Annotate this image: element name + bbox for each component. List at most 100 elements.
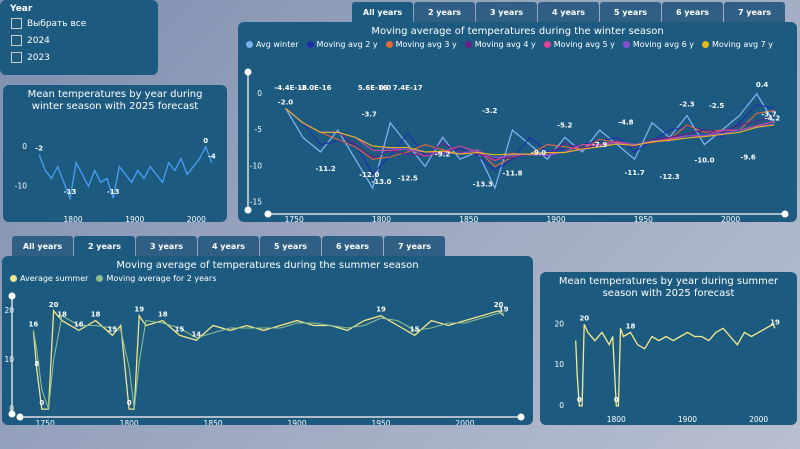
data-label: -13.3 xyxy=(473,180,493,188)
legend-item: Moving avg 3 y xyxy=(385,40,457,49)
tab[interactable]: 2 years xyxy=(414,2,475,22)
x-tick-label: 1800 xyxy=(372,215,391,222)
legend: Avg winter Moving avg 2 y Moving avg 3 y Mo… xyxy=(238,38,797,51)
summer-small-panel: Mean temperatures by year during summer … xyxy=(540,272,797,425)
data-label: -4 xyxy=(208,153,216,161)
tab[interactable]: 2 years xyxy=(74,236,135,256)
legend-swatch xyxy=(385,41,393,48)
legend-label: Avg winter xyxy=(256,40,299,49)
y-tick-label: 10 xyxy=(554,360,564,369)
x-tick-label: 1750 xyxy=(285,215,304,222)
series-line xyxy=(32,309,505,410)
slider-handle[interactable] xyxy=(244,68,252,76)
data-label: -13 xyxy=(107,188,120,196)
data-label: -4.8 xyxy=(618,119,633,127)
legend-item: Avg winter xyxy=(246,40,299,49)
series-line xyxy=(285,107,775,162)
data-label: -3.7 xyxy=(362,111,377,119)
data-label: 15 xyxy=(107,325,117,333)
data-label: 0 xyxy=(203,137,208,145)
legend-label: Moving avg 7 y xyxy=(711,40,774,49)
legend-label: Moving avg 3 y xyxy=(395,40,457,49)
data-label: 0 xyxy=(614,396,619,404)
data-label: -2 xyxy=(35,145,43,153)
x-tick-label: 1900 xyxy=(547,215,566,222)
summer-tabs: All years 2 years 3 years 4 years 5 years 6 y… xyxy=(12,236,445,256)
y-tick-label: 20 xyxy=(554,319,564,328)
slider-handle[interactable] xyxy=(781,210,789,218)
x-tick-label: 1900 xyxy=(678,415,697,424)
x-tick-label: 1950 xyxy=(634,215,653,222)
y-tick-label: 0 xyxy=(257,89,262,98)
option-label: Выбрать все xyxy=(27,18,87,29)
series-line xyxy=(38,145,213,201)
tab[interactable]: 6 years xyxy=(322,236,383,256)
slicer-option[interactable]: 2024 xyxy=(11,35,158,46)
data-label: 16 xyxy=(29,320,39,328)
slider-handle[interactable] xyxy=(16,413,24,421)
tab[interactable]: 3 years xyxy=(136,236,197,256)
legend-item: Moving avg 2 y xyxy=(306,40,378,49)
tab[interactable]: 3 years xyxy=(476,2,537,22)
data-label: -9.0 xyxy=(531,149,546,157)
data-label: -3.2 xyxy=(482,107,497,115)
x-tick-label: 1850 xyxy=(459,215,478,222)
data-label: 18 xyxy=(158,311,168,319)
legend-swatch xyxy=(464,41,472,48)
plot: 0 10 20 1750 1800 1850 1900 1950 2000 16 8 0 20 18 16 1… xyxy=(4,292,525,425)
tab[interactable]: All years xyxy=(352,2,413,22)
data-label: 14 xyxy=(191,330,201,338)
x-tick-label: 1800 xyxy=(64,215,83,222)
tab[interactable]: 6 years xyxy=(662,2,723,22)
data-label: -5.2 xyxy=(557,122,572,130)
legend-swatch xyxy=(306,41,314,48)
tab[interactable]: 7 years xyxy=(384,236,445,256)
tab[interactable]: 4 years xyxy=(198,236,259,256)
chart-title: Mean temperatures by year during winter … xyxy=(27,89,203,112)
y-tick-label: 0 xyxy=(559,401,564,410)
tab[interactable]: 4 years xyxy=(538,2,599,22)
data-label: -9.6 xyxy=(740,154,755,162)
data-label: 16 xyxy=(74,320,84,328)
data-label: -12.0 xyxy=(359,171,379,179)
tab[interactable]: 7 years xyxy=(724,2,785,22)
data-label: -13.0 xyxy=(371,178,391,186)
slider-handle[interactable] xyxy=(517,413,525,421)
data-label: -2.3 xyxy=(679,100,694,108)
tab[interactable]: 5 years xyxy=(260,236,321,256)
data-label: 18 xyxy=(91,311,101,319)
tab[interactable]: All years xyxy=(12,236,73,256)
summer-panel: Moving average of temperatures during th… xyxy=(2,256,533,425)
option-label: 2023 xyxy=(27,52,50,63)
legend-swatch xyxy=(246,41,253,48)
data-label: 5.6E-16 xyxy=(358,84,388,92)
data-label: -4.2 xyxy=(765,114,780,122)
data-label: 15 xyxy=(410,325,420,333)
legend-swatch xyxy=(96,275,104,282)
tab[interactable]: 5 years xyxy=(600,2,661,22)
data-label: 7.4E-17 xyxy=(393,84,423,92)
data-label: -13 xyxy=(64,188,77,196)
data-label: 20 xyxy=(49,301,59,309)
x-tick-label: 1900 xyxy=(125,215,144,222)
slider-handle[interactable] xyxy=(244,206,252,214)
slicer-option[interactable]: 2023 xyxy=(11,52,158,63)
x-tick-label: 1750 xyxy=(36,419,55,425)
y-tick-label: -10 xyxy=(15,181,27,190)
slicer-option[interactable]: Выбрать все xyxy=(11,18,158,29)
series-line xyxy=(285,107,775,156)
series-line xyxy=(575,323,776,407)
data-label: 15 xyxy=(175,325,185,333)
slider-handle[interactable] xyxy=(8,410,16,418)
legend: Average summer Moving average for 2 years xyxy=(2,272,533,285)
slider-handle[interactable] xyxy=(8,292,16,300)
chart-title: Moving average of temperatures during th… xyxy=(116,260,419,271)
x-tick-label: 2000 xyxy=(455,419,474,425)
legend-label: Moving avg 6 y xyxy=(632,40,694,49)
legend-item: Moving avg 5 y xyxy=(543,40,615,49)
slider-handle[interactable] xyxy=(264,210,272,218)
legend-label: Moving average for 2 years xyxy=(106,274,217,283)
x-tick-label: 1800 xyxy=(607,415,626,424)
chart-title: Mean temperatures by year during summer … xyxy=(558,276,779,299)
